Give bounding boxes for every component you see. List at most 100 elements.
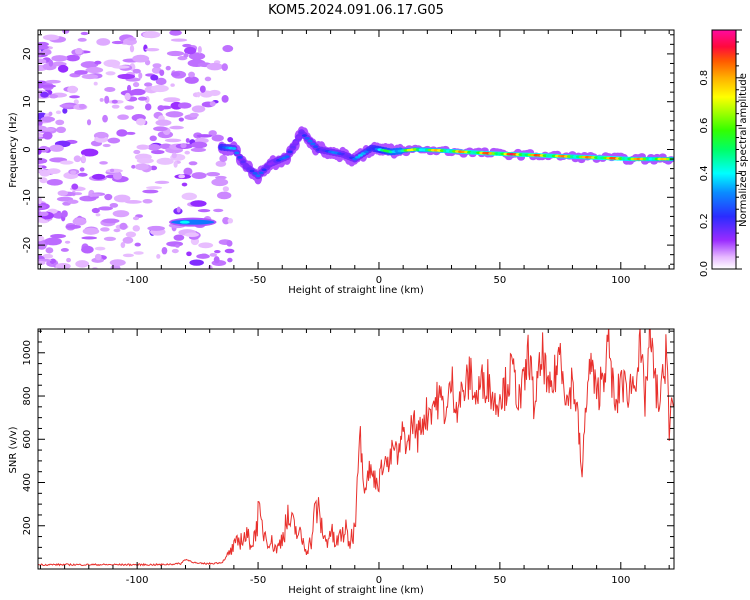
spectrogram-noise-blob [41,165,47,169]
spectrogram-ridge-core [255,174,261,178]
spectrogram-noise-blob [150,165,158,171]
snr-xtick-label: 50 [494,575,507,586]
spectrogram-noise-blob [80,61,99,69]
spectrogram-noise-blob [44,237,62,246]
spectrogram-noise-blob [196,253,210,259]
snr-ytick-label: 600 [22,430,33,449]
spectrogram-noise-blob [142,31,161,39]
spectrogram-noise-blob [124,92,131,101]
spectrogram-noise-blob [180,143,187,149]
spectrogram-noise-blob [153,126,168,132]
spectrogram-noise-blob [113,228,121,233]
colorbar-gradient [712,30,736,269]
spectrogram-marks [38,30,674,269]
spectrogram-noise-blob [49,144,64,152]
spectrogram-ridge-core [243,164,249,168]
spectrogram-noise-blob [147,144,161,151]
spectrogram-noise-blob [113,172,123,180]
spectrogram-noise-blob [69,95,80,99]
spectrogram-noise-blob [46,179,63,186]
spectrogram-noise-blob [42,253,54,259]
colorbar-tick-label: 0.2 [699,213,710,229]
spectrogram-noise-blob [184,46,197,55]
spectrogram-noise-blob [42,62,57,71]
spectrogram-noise-blob [104,193,113,201]
spectrogram-ridge-core [252,172,258,175]
spectrogram-noise-blob [62,107,68,114]
spectrogram-noise-blob [136,144,150,150]
spectrogram-noise-blob [93,81,98,86]
spectrogram-noise-blob [79,167,85,172]
spectrogram-noise-blob [109,259,126,267]
spectrogram-noise-blob [91,207,100,214]
spectrogram-noise-blob [59,104,75,108]
snr-ticks: -100 -50 0 50 100 200 400 600 800 1000 [22,329,674,586]
colorbar-label: Normalized spectral amplitude [738,73,749,227]
spectrogram-noise-blob [178,117,184,122]
spectrogram-noise-blob [166,241,184,247]
spectrogram-noise-blob [40,91,49,98]
spectrogram-noise-blob [102,218,120,224]
spectrogram-noise-blob [149,135,157,142]
snr-xlabel: Height of straight line (km) [288,585,424,596]
spectrogram-noise-blob [204,76,212,82]
spectrogram-noise-blob [104,87,116,92]
spectrogram-noise-blob [211,134,224,142]
spectrogram-band [171,219,215,225]
spectrogram-noise-blob [106,168,123,173]
spectrogram-noise-blob [189,112,199,118]
spectrogram-ridge-core [301,134,308,137]
spectrogram-ridge-core [304,136,310,140]
spectrogram-noise-blob [94,246,106,251]
spectrogram-ridge-core [287,150,293,154]
spectrogram-noise-blob [145,47,160,52]
spectrogram-noise-blob [155,77,167,86]
spectrogram-noise-blob [198,242,214,249]
spectrogram-noise-blob [74,70,88,75]
snr-ytick-label: 1000 [22,340,33,365]
spectrogram-noise-blob [94,253,102,261]
spectrogram-xlabel: Height of straight line (km) [288,285,424,296]
spectrogram-noise-blob [173,234,185,241]
spectrogram-noise-blob [40,84,57,88]
spectrogram-noise-blob [109,202,119,208]
spectrogram-noise-blob [184,76,199,84]
spectrogram-ridge-core [237,155,243,159]
spectrogram-noise-blob [62,30,70,34]
spectrogram-noise-blob [186,251,192,257]
spectrogram-noise-blob [135,118,146,126]
spectrogram-noise-blob [81,236,98,240]
spectrogram-noise-blob [86,119,92,126]
spectrogram-noise-blob [116,129,128,137]
spectrogram-noise-blob [103,236,117,242]
spectrogram-noise-blob [150,149,165,155]
spectrogram-noise-blob [56,126,67,133]
spectrogram-noise-blob [176,206,181,213]
spectrogram-noise-blob [57,64,69,73]
spectrogram-noise-blob [82,227,100,235]
spectrogram-noise-blob [196,91,201,98]
spectrogram-noise-blob [125,131,136,135]
spectrogram-noise-blob [197,45,202,54]
spectrogram-noise-blob [50,233,67,239]
spectrogram-noise-blob [38,41,49,47]
spectrogram-ridge-core [296,136,302,139]
spectrogram-noise-blob [46,168,61,175]
spectrogram-noise-blob [67,85,78,94]
spectrogram-xtick-label: 100 [611,275,630,286]
spectrogram-noise-blob [91,173,106,180]
spectrogram-noise-blob [227,218,234,224]
spectrogram-ridge-core [258,171,264,175]
spectrogram-noise-blob [183,167,193,176]
spectrogram-noise-blob [171,152,177,159]
spectrogram-noise-blob [224,248,235,254]
spectrogram-noise-blob [124,200,142,204]
spectrogram-noise-blob [185,138,190,143]
spectrogram-noise-blob [206,172,221,177]
spectrogram-noise-blob [219,154,228,163]
spectrogram-noise-blob [209,101,216,107]
spectrogram-noise-blob [45,247,54,254]
snr-panel: -100 -50 0 50 100 200 400 600 800 1000 Height of … [8,328,675,596]
spectrogram-noise-blob [138,72,143,79]
